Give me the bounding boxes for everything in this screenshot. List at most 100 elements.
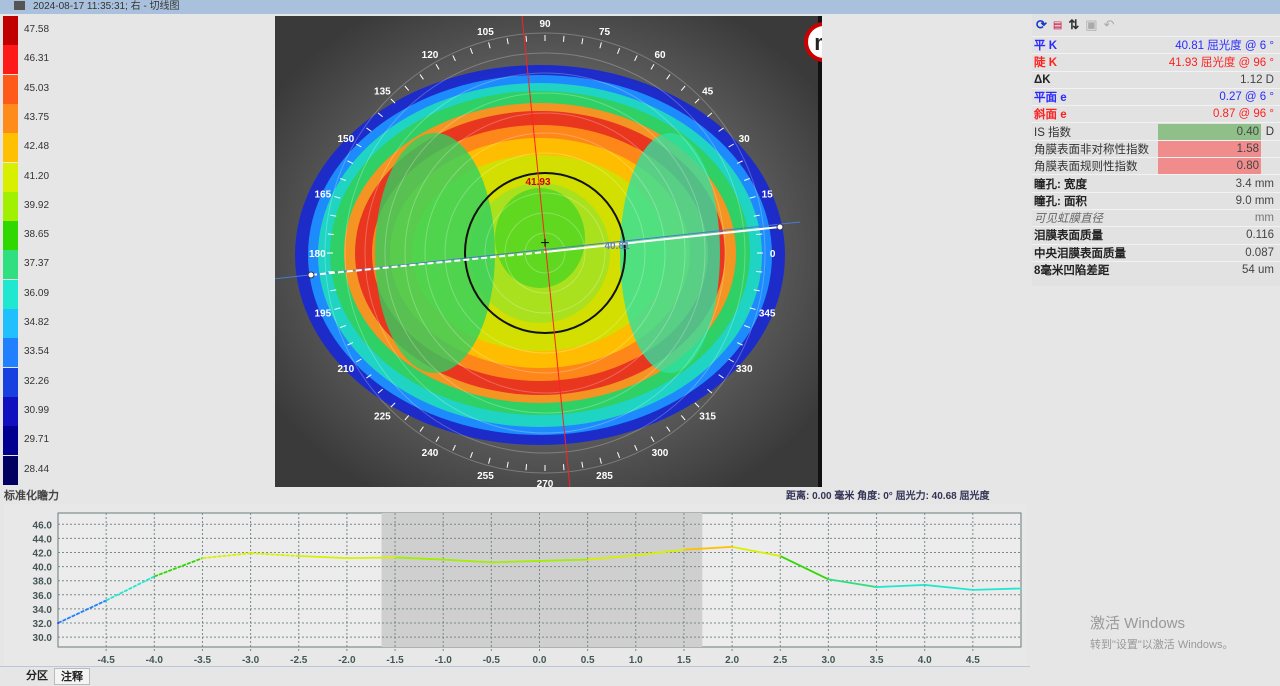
scale-value: 34.82 — [24, 317, 50, 328]
angle-label: 165 — [314, 189, 331, 200]
scale-swatch — [3, 45, 18, 75]
map-contour — [375, 133, 495, 373]
y-tick-label: 42.0 — [33, 548, 53, 559]
profile-point — [586, 558, 589, 561]
save-icon[interactable]: ▣ — [1085, 17, 1098, 32]
angle-tick — [404, 85, 410, 91]
profile-line-segment — [250, 552, 299, 557]
angle-tick — [753, 214, 760, 217]
profile-point — [490, 561, 493, 564]
angle-tick — [506, 38, 509, 45]
sort-icon[interactable]: ⇅ — [1068, 17, 1080, 32]
scale-value: 37.37 — [24, 258, 50, 270]
x-tick-label: 1.0 — [629, 655, 643, 666]
scale-value: 33.54 — [24, 346, 50, 358]
angle-label: 300 — [652, 448, 669, 459]
scale-swatch — [3, 133, 18, 163]
angle-tick — [488, 457, 491, 464]
x-tick-label: -4.0 — [146, 655, 164, 666]
y-tick-label: 30.0 — [33, 633, 53, 644]
profile-point — [105, 599, 107, 602]
angle-label: 330 — [736, 364, 753, 375]
scale-swatch — [3, 16, 18, 45]
angle-label: 285 — [596, 471, 613, 482]
index-label: 平面 e — [1034, 92, 1067, 105]
undo-icon[interactable]: ↶ — [1103, 17, 1115, 32]
angle-tick — [749, 307, 756, 310]
refresh-icon[interactable]: ⟳ — [1036, 17, 1047, 32]
angle-label: 45 — [702, 86, 714, 97]
x-tick-label: 4.0 — [918, 655, 932, 666]
angle-tick — [694, 98, 700, 104]
index-row: 平面 e 0.27 @ 6 ° — [1032, 87, 1280, 105]
angle-tick — [469, 452, 473, 459]
angle-tick — [736, 160, 743, 164]
profile-point — [297, 555, 300, 557]
profile-point — [683, 548, 685, 551]
scale-swatch — [3, 103, 18, 133]
angle-tick — [666, 426, 671, 432]
profile-line-segment — [395, 556, 444, 561]
x-tick-label: -4.5 — [98, 655, 116, 666]
scale-label: 标准化瞻力 — [4, 490, 59, 502]
pupil-circle — [464, 172, 626, 334]
angle-tick — [728, 143, 735, 148]
index-label: 8毫米凹陷差距 — [1034, 265, 1110, 277]
profile-line-segment — [972, 587, 1022, 591]
scale-value: 28.44 — [24, 463, 50, 475]
angle-tick — [581, 38, 584, 45]
index-row: 平 K 40.81 屈光度 @ 6 ° — [1032, 36, 1280, 53]
angle-tick — [469, 47, 473, 54]
angle-tick — [452, 444, 456, 451]
y-tick-label: 38.0 — [33, 577, 53, 588]
angle-tick — [525, 464, 528, 471]
profile-line-segment — [779, 555, 829, 581]
steep-meridian — [521, 15, 571, 488]
angle-tick — [355, 143, 362, 148]
angle-tick — [718, 127, 724, 132]
index-label: 泪膜表面质量 — [1034, 230, 1103, 243]
profile-line-segment — [202, 552, 251, 560]
scale-value: 36.09 — [24, 287, 50, 299]
tab-notes[interactable]: 注释 — [54, 668, 90, 685]
angle-tick — [339, 177, 346, 181]
color-scale: 47.58 46.31 45.03 43.75 42.48 41.20 39.92 38.65… — [0, 16, 270, 486]
angle-tick — [355, 358, 362, 363]
index-unit: D — [1265, 125, 1274, 138]
tab-zones[interactable]: 分区 — [26, 670, 48, 682]
indices-panel: ⟳ ▤ ⇅ ▣ ↶ 平 K 40.81 屈光度 @ 6 ° 陡 K 41.93 屈光度… — [1032, 14, 1280, 286]
scale-value: 45.03 — [24, 82, 50, 94]
profile-line-segment — [105, 575, 155, 602]
index-row: 陡 K 41.93 屈光度 @ 96 ° — [1032, 53, 1280, 70]
angle-tick — [327, 270, 334, 273]
tangential-map[interactable]: +41.93 40.81 0 15 30 45 60 75 90 105 120 135 150 165 1… — [262, 15, 985, 490]
index-row: 角膜表面非对称性指数 1.58 — [1032, 139, 1280, 157]
angle-tick — [506, 461, 509, 468]
index-value: 0.116 — [1246, 229, 1274, 242]
x-tick-label: 4.5 — [966, 655, 980, 666]
y-tick-label: 46.0 — [33, 520, 53, 531]
x-tick-label: 2.0 — [725, 655, 739, 666]
profile-point — [538, 560, 541, 562]
index-row: 中央泪膜表面质量 0.087 — [1032, 243, 1280, 261]
bottom-tabs: 分区 注释 — [0, 666, 1030, 686]
angle-tick — [366, 374, 372, 379]
index-row: ΔK 1.12 D — [1032, 70, 1280, 88]
scale-swatch — [3, 367, 18, 397]
scale-value: 39.92 — [24, 199, 50, 211]
numbers-icon[interactable]: ▤ — [1052, 19, 1063, 31]
angle-tick — [562, 464, 565, 471]
angle-label: 135 — [374, 86, 391, 97]
angle-label: 120 — [422, 50, 439, 61]
index-value: 0.27 @ 6 ° — [1219, 91, 1274, 104]
map-border — [818, 16, 822, 487]
x-tick-label: -2.5 — [290, 655, 308, 666]
angle-tick — [562, 35, 565, 42]
ring — [424, 132, 666, 374]
angle-tick — [744, 325, 751, 329]
watermark-line2: 转到"设置"以激活 Windows。 — [1090, 639, 1234, 651]
scale-swatch — [3, 396, 18, 426]
handle — [776, 223, 784, 231]
index-label: 陡 K — [1034, 57, 1057, 70]
profile-line-segment — [539, 558, 588, 562]
